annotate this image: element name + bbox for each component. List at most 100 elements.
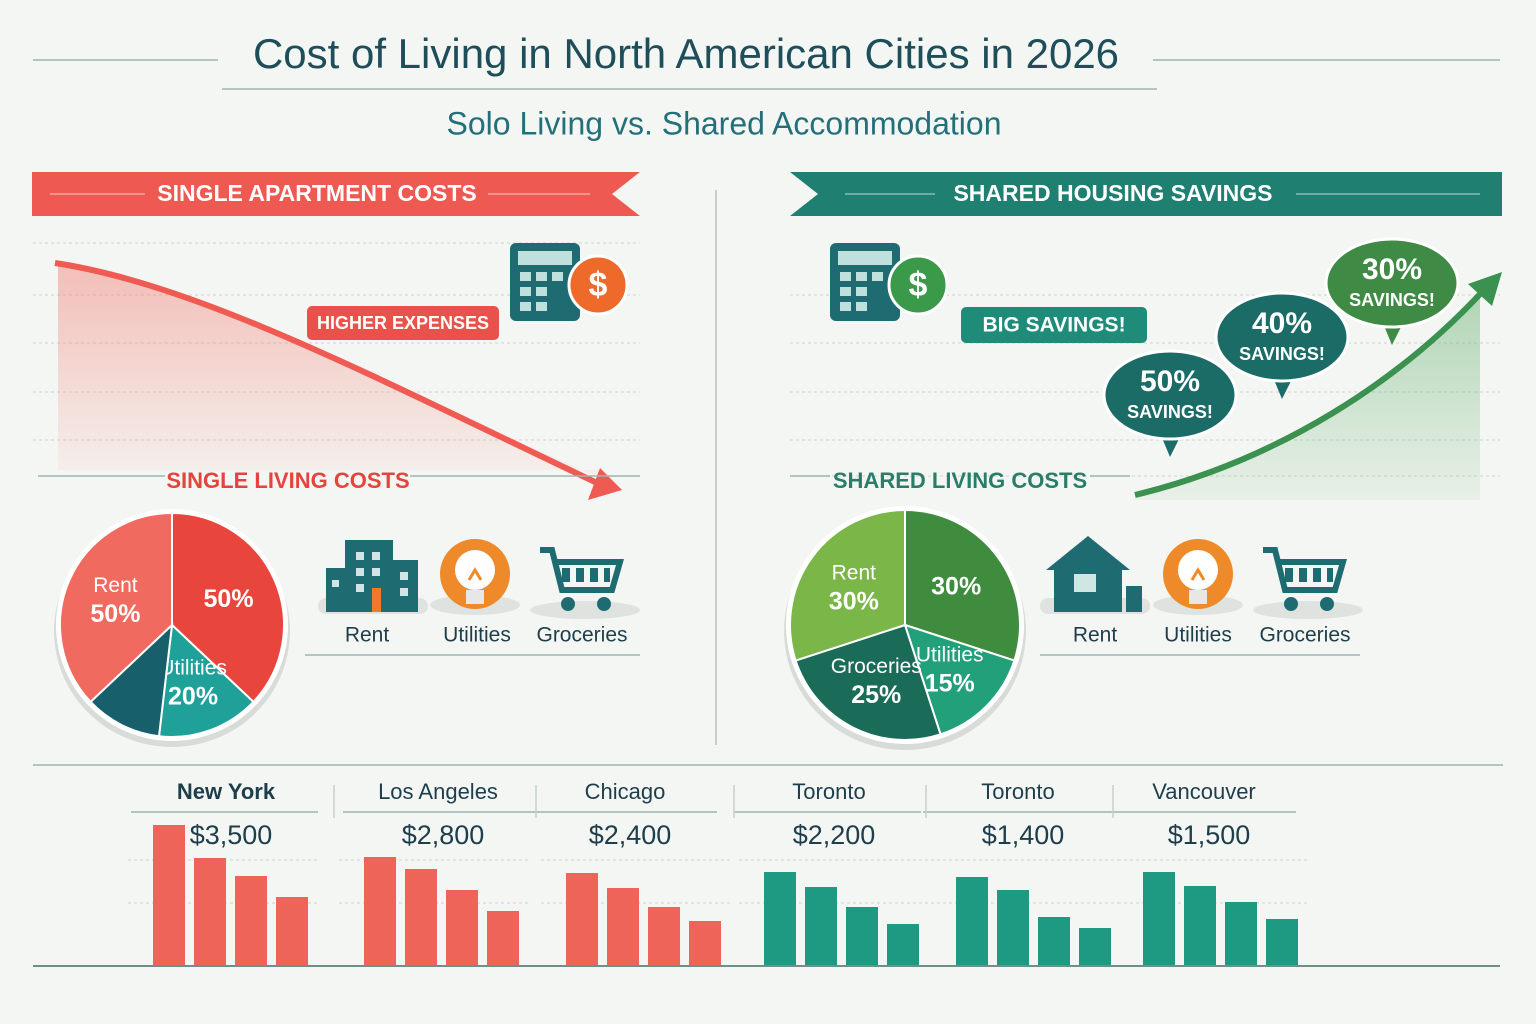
badge	[961, 307, 1147, 343]
calculator-icon: $	[510, 243, 629, 321]
house-icon	[1040, 536, 1150, 614]
slice-label: 50%	[204, 585, 254, 613]
city-name: Chicago	[585, 779, 666, 804]
icon-label: Rent	[1073, 624, 1118, 647]
bar	[997, 890, 1029, 965]
bulb-icon	[430, 539, 520, 615]
bar	[1225, 902, 1257, 965]
bar	[1184, 886, 1216, 965]
bar	[648, 907, 680, 965]
building-icon	[318, 540, 428, 614]
cart-icon	[530, 547, 640, 619]
pie-slice	[171, 511, 285, 704]
slice-label: 15%	[925, 669, 975, 697]
pie-slice	[59, 511, 173, 704]
bubble-value: 40%	[1252, 307, 1312, 340]
city-name: Vancouver	[1152, 779, 1256, 804]
trend-line	[54, 260, 597, 485]
city-amount: $1,400	[982, 820, 1065, 850]
icon-label: Rent	[345, 624, 390, 647]
slice-name: Utilities	[159, 656, 227, 679]
city-name: Los Angeles	[378, 779, 498, 804]
speech-bubble	[1214, 291, 1350, 383]
bubble-text: SAVINGS!	[1239, 344, 1325, 364]
bar	[446, 890, 478, 965]
bulb-icon	[1153, 539, 1243, 615]
bar	[566, 873, 598, 965]
bar	[805, 887, 837, 965]
city-amount: $1,500	[1168, 820, 1251, 850]
speech-bubble	[1102, 349, 1238, 441]
bar	[887, 924, 919, 965]
city-name: Toronto	[981, 779, 1054, 804]
arrow-head	[588, 468, 622, 500]
city-amount: $2,200	[793, 820, 876, 850]
pie-slice	[904, 508, 1021, 662]
bubble-value: 50%	[1140, 365, 1200, 398]
arrow-head	[1468, 272, 1502, 306]
bar	[1038, 917, 1070, 965]
banner	[790, 172, 1502, 216]
icon-label: Utilities	[443, 624, 511, 647]
speech-bubble	[1324, 237, 1460, 329]
trend-line	[1134, 289, 1485, 498]
subtitle: Solo Living vs. Shared Accommodation	[447, 105, 1002, 141]
slice-label: 30%	[931, 572, 981, 600]
icon-label: Groceries	[1259, 624, 1350, 647]
icon-label: Groceries	[536, 624, 627, 647]
bar	[405, 869, 437, 965]
icon-label: Utilities	[1164, 624, 1232, 647]
bubble-text: SAVINGS!	[1349, 290, 1435, 310]
cart-icon	[1253, 547, 1363, 619]
bar	[764, 872, 796, 965]
svg-text:$: $	[909, 266, 928, 304]
trend-area	[1135, 295, 1480, 500]
slice-label: 30%	[829, 587, 879, 615]
city-name: Toronto	[792, 779, 865, 804]
calculator-icon: $	[830, 243, 949, 321]
slice-label: 25%	[851, 681, 901, 709]
bubble-value: 30%	[1362, 253, 1422, 286]
bar	[364, 857, 396, 965]
pie-slice	[794, 623, 942, 741]
bar	[235, 876, 267, 965]
svg-text:$: $	[589, 266, 608, 304]
badge-text: HIGHER EXPENSES	[317, 313, 489, 333]
city-name: New York	[177, 779, 276, 804]
bar	[1079, 928, 1111, 965]
section-title: SINGLE LIVING COSTS	[166, 468, 409, 493]
slice-label: 20%	[168, 682, 218, 710]
banner	[32, 172, 640, 216]
bar	[153, 825, 185, 965]
title: Cost of Living in North American Cities …	[253, 30, 1119, 77]
slice-name: Rent	[93, 574, 138, 597]
badge	[307, 306, 499, 340]
pie-slice	[157, 622, 255, 738]
slice-label: 50%	[90, 600, 140, 628]
bar	[487, 911, 519, 965]
city-amount: $3,500	[190, 820, 273, 850]
banner-text: SHARED HOUSING SAVINGS	[953, 180, 1272, 206]
bar	[1266, 919, 1298, 965]
pie-slice	[89, 622, 174, 738]
bar	[689, 921, 721, 965]
bar	[846, 907, 878, 965]
slice-name: Groceries	[831, 655, 922, 678]
bar	[956, 877, 988, 965]
section-title: SHARED LIVING COSTS	[833, 468, 1087, 493]
trend-area	[58, 265, 600, 478]
bar	[194, 858, 226, 965]
city-amount: $2,400	[589, 820, 672, 850]
badge-text: BIG SAVINGS!	[982, 314, 1125, 337]
slice-name: Rent	[832, 561, 877, 584]
city-amount: $2,800	[402, 820, 485, 850]
pie-slice	[789, 508, 906, 662]
bubble-text: SAVINGS!	[1127, 402, 1213, 422]
slice-name: Utilities	[916, 643, 984, 666]
bar	[276, 897, 308, 965]
banner-text: SINGLE APARTMENT COSTS	[157, 180, 476, 206]
bar	[1143, 872, 1175, 965]
bar	[607, 888, 639, 965]
